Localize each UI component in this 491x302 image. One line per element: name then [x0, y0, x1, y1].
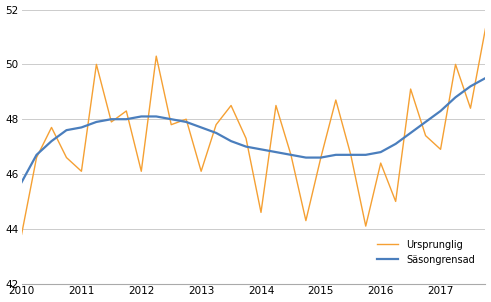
- Säsongrensad: [393, 142, 399, 146]
- Ursprunglig: [153, 54, 159, 58]
- Säsongrensad: [198, 126, 204, 129]
- Ursprunglig: [303, 219, 309, 223]
- Ursprunglig: [49, 126, 55, 129]
- Ursprunglig: [63, 156, 69, 159]
- Ursprunglig: [183, 117, 189, 121]
- Säsongrensad: [19, 180, 25, 184]
- Säsongrensad: [213, 131, 219, 135]
- Ursprunglig: [378, 161, 383, 165]
- Ursprunglig: [467, 106, 473, 110]
- Ursprunglig: [109, 120, 114, 124]
- Säsongrensad: [109, 117, 114, 121]
- Säsongrensad: [437, 109, 443, 113]
- Ursprunglig: [273, 104, 279, 107]
- Säsongrensad: [243, 145, 249, 148]
- Säsongrensad: [318, 156, 324, 159]
- Säsongrensad: [483, 76, 489, 80]
- Säsongrensad: [288, 153, 294, 157]
- Säsongrensad: [79, 126, 84, 129]
- Ursprunglig: [437, 148, 443, 151]
- Säsongrensad: [273, 150, 279, 154]
- Line: Ursprunglig: Ursprunglig: [22, 29, 486, 234]
- Säsongrensad: [63, 128, 69, 132]
- Ursprunglig: [243, 137, 249, 140]
- Ursprunglig: [258, 210, 264, 214]
- Säsongrensad: [348, 153, 354, 157]
- Säsongrensad: [333, 153, 339, 157]
- Line: Säsongrensad: Säsongrensad: [22, 78, 486, 182]
- Ursprunglig: [138, 169, 144, 173]
- Ursprunglig: [19, 233, 25, 236]
- Ursprunglig: [393, 200, 399, 203]
- Säsongrensad: [363, 153, 369, 157]
- Ursprunglig: [93, 63, 99, 66]
- Ursprunglig: [348, 153, 354, 157]
- Säsongrensad: [33, 153, 39, 157]
- Säsongrensad: [228, 139, 234, 143]
- Ursprunglig: [288, 153, 294, 157]
- Säsongrensad: [423, 120, 429, 124]
- Ursprunglig: [168, 123, 174, 127]
- Säsongrensad: [453, 95, 459, 99]
- Ursprunglig: [408, 87, 413, 91]
- Ursprunglig: [363, 224, 369, 228]
- Säsongrensad: [378, 150, 383, 154]
- Säsongrensad: [49, 139, 55, 143]
- Säsongrensad: [138, 115, 144, 118]
- Ursprunglig: [198, 169, 204, 173]
- Ursprunglig: [318, 156, 324, 159]
- Säsongrensad: [93, 120, 99, 124]
- Ursprunglig: [453, 63, 459, 66]
- Säsongrensad: [467, 85, 473, 88]
- Säsongrensad: [303, 156, 309, 159]
- Säsongrensad: [258, 148, 264, 151]
- Ursprunglig: [423, 134, 429, 137]
- Säsongrensad: [183, 120, 189, 124]
- Säsongrensad: [153, 115, 159, 118]
- Ursprunglig: [123, 109, 129, 113]
- Ursprunglig: [483, 27, 489, 31]
- Legend: Ursprunglig, Säsongrensad: Ursprunglig, Säsongrensad: [371, 234, 481, 271]
- Säsongrensad: [408, 131, 413, 135]
- Ursprunglig: [79, 169, 84, 173]
- Ursprunglig: [33, 156, 39, 159]
- Ursprunglig: [213, 123, 219, 127]
- Ursprunglig: [333, 98, 339, 102]
- Säsongrensad: [168, 117, 174, 121]
- Ursprunglig: [228, 104, 234, 107]
- Säsongrensad: [123, 117, 129, 121]
